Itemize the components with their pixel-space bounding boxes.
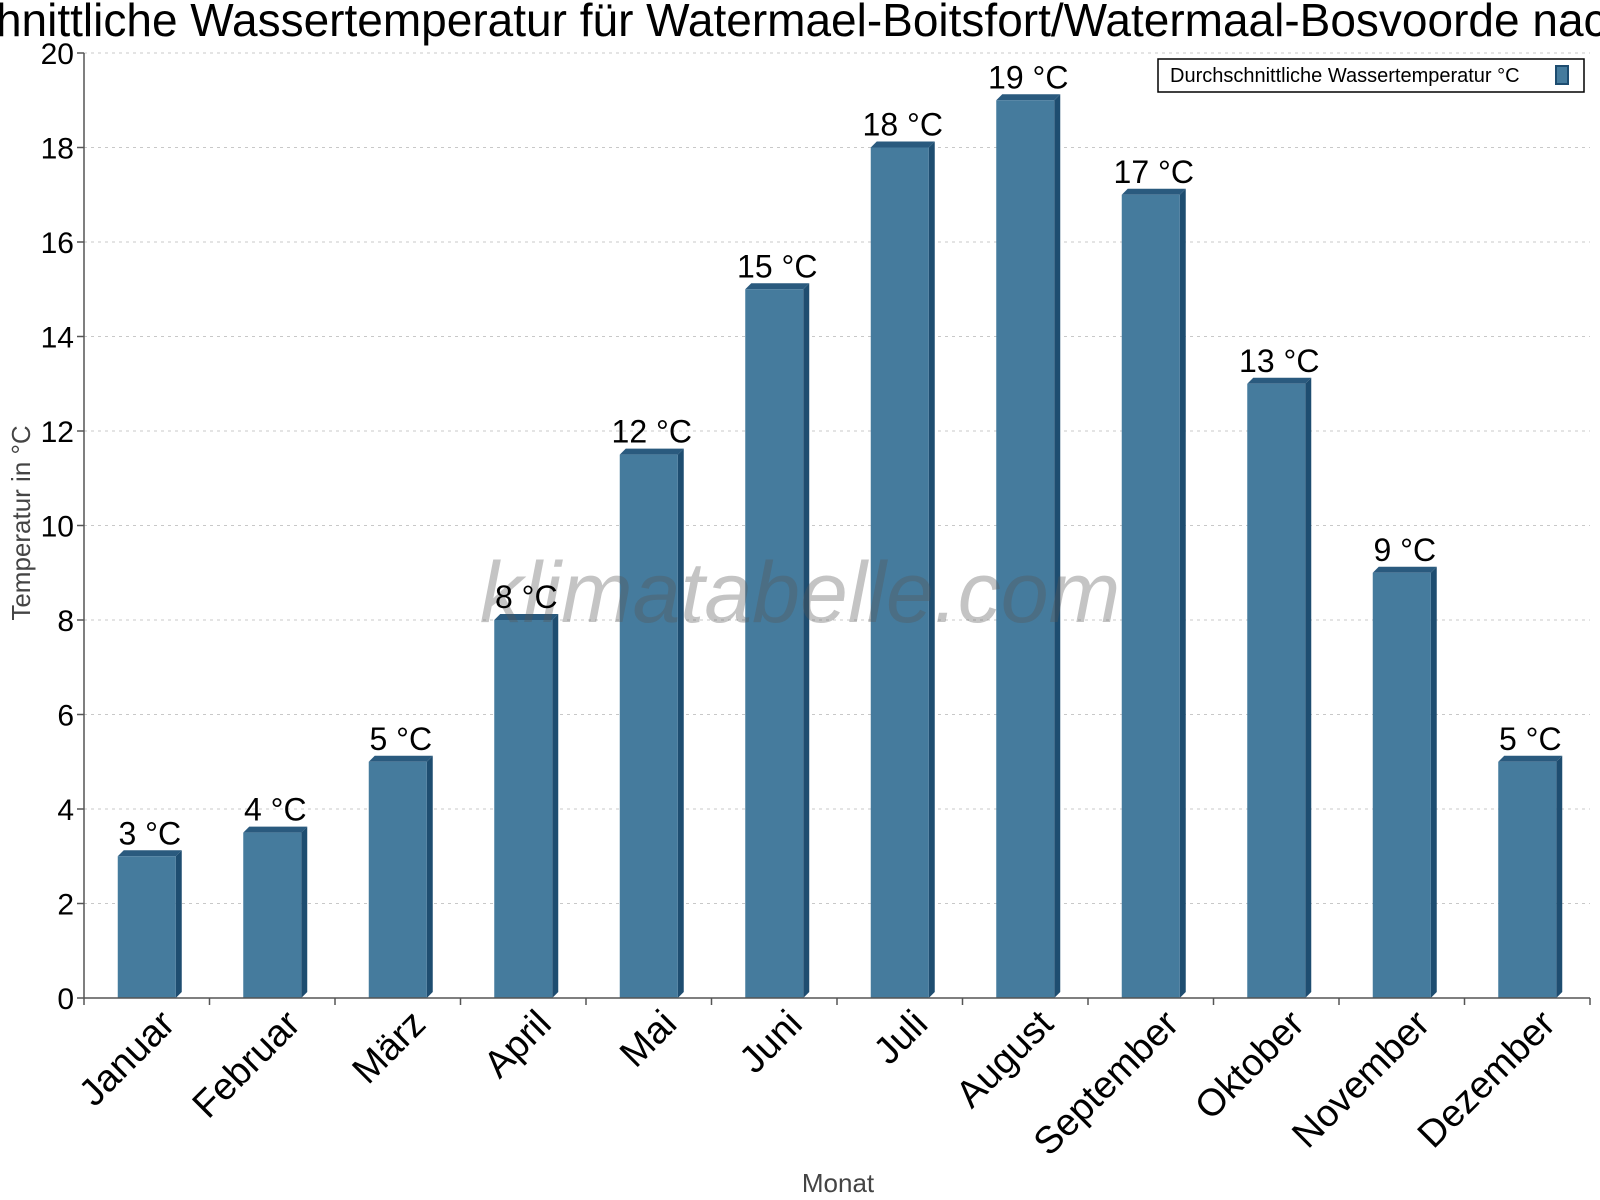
- bar: [1498, 761, 1557, 998]
- data-label: 15 °C: [737, 248, 817, 284]
- data-label: 19 °C: [988, 59, 1068, 95]
- bar: [243, 832, 302, 998]
- bar-side: [1179, 188, 1186, 998]
- x-tick-label: August: [948, 1002, 1062, 1116]
- y-tick-label: 14: [41, 322, 74, 355]
- bar-side: [1556, 755, 1563, 998]
- bar: [619, 454, 678, 998]
- bar-side: [301, 826, 308, 998]
- data-label: 18 °C: [863, 107, 943, 143]
- bar-top: [1121, 188, 1186, 195]
- data-label: 3 °C: [118, 815, 181, 851]
- bar-top: [494, 614, 559, 620]
- legend-swatch: [1555, 65, 1569, 85]
- bar-side: [552, 614, 559, 998]
- data-label: 5 °C: [1499, 721, 1562, 757]
- bar: [745, 289, 804, 998]
- bar-top: [619, 448, 684, 455]
- y-tick-label: 4: [57, 794, 74, 827]
- bar: [368, 761, 427, 998]
- y-tick-label: 6: [57, 700, 74, 733]
- y-axis-title: Temperatur in °C: [6, 425, 36, 620]
- x-tick-label: März: [345, 1003, 434, 1092]
- bar-top: [1498, 755, 1563, 762]
- bar-side: [1054, 94, 1061, 998]
- x-tick-label: Oktober: [1187, 1002, 1313, 1128]
- y-tick-label: 8: [57, 605, 74, 638]
- x-axis-title: Monat: [802, 1168, 875, 1198]
- bar: [494, 620, 553, 998]
- bar-side: [928, 141, 935, 998]
- bar-top: [243, 826, 308, 833]
- y-tick-label: 16: [41, 227, 74, 260]
- bar: [1121, 194, 1180, 998]
- bar-top: [1247, 377, 1312, 384]
- x-tick-label: Februar: [185, 1002, 309, 1126]
- bar: [1247, 383, 1306, 998]
- data-label: 17 °C: [1114, 154, 1194, 190]
- bar-side: [677, 448, 684, 998]
- data-label: 5 °C: [369, 721, 432, 757]
- bar: [870, 147, 929, 998]
- data-labels-group: 3 °C 4 °C 5 °C 8 °C 12 °C 15 °C 18 °C 19 °C 17 °…: [118, 59, 1561, 851]
- bar: [117, 856, 176, 998]
- legend-box: [1157, 58, 1585, 93]
- grid-lines: [84, 52, 1590, 904]
- data-label: 12 °C: [612, 414, 692, 450]
- x-tick-label: Mai: [612, 1003, 685, 1076]
- data-label: 8 °C: [495, 579, 558, 615]
- y-tick-label: 10: [41, 511, 74, 544]
- y-tick-label: 0: [57, 983, 74, 1016]
- x-tick-label: Januar: [71, 1002, 183, 1114]
- bar: [1372, 572, 1431, 998]
- watermark: klimatabelle.com: [480, 545, 1120, 641]
- data-label: 9 °C: [1373, 532, 1436, 568]
- bar-top: [1372, 566, 1437, 573]
- bar-top: [117, 850, 182, 857]
- x-tick-label: Juli: [866, 1003, 936, 1073]
- bar-top: [745, 283, 810, 290]
- y-tick-label: 18: [41, 133, 74, 166]
- bar-top: [870, 141, 935, 148]
- y-tick-label: 12: [41, 416, 74, 449]
- x-tick-label: Juni: [732, 1003, 811, 1082]
- bar: [996, 100, 1055, 998]
- chart-title: Durchschnittliche Wassertemperatur für W…: [0, 0, 1600, 46]
- bar-side: [426, 755, 433, 998]
- bar-side: [1430, 566, 1437, 998]
- legend: Durchschnittliche Wassertemperatur °C: [1157, 58, 1585, 93]
- bar-top: [996, 94, 1061, 101]
- y-tick-label: 2: [57, 889, 74, 922]
- legend-label: Durchschnittliche Wassertemperatur °C: [1170, 65, 1520, 87]
- y-tick-label: 20: [41, 38, 74, 71]
- data-label: 4 °C: [244, 792, 307, 828]
- x-tick-label: April: [476, 1003, 559, 1086]
- bar-top: [368, 755, 433, 762]
- bars-group: [117, 94, 1563, 998]
- x-tick-label: Dezember: [1410, 1002, 1564, 1156]
- data-label: 13 °C: [1239, 343, 1319, 379]
- bar-side: [1305, 377, 1312, 998]
- bar-side: [803, 283, 810, 998]
- bar-side: [175, 850, 182, 998]
